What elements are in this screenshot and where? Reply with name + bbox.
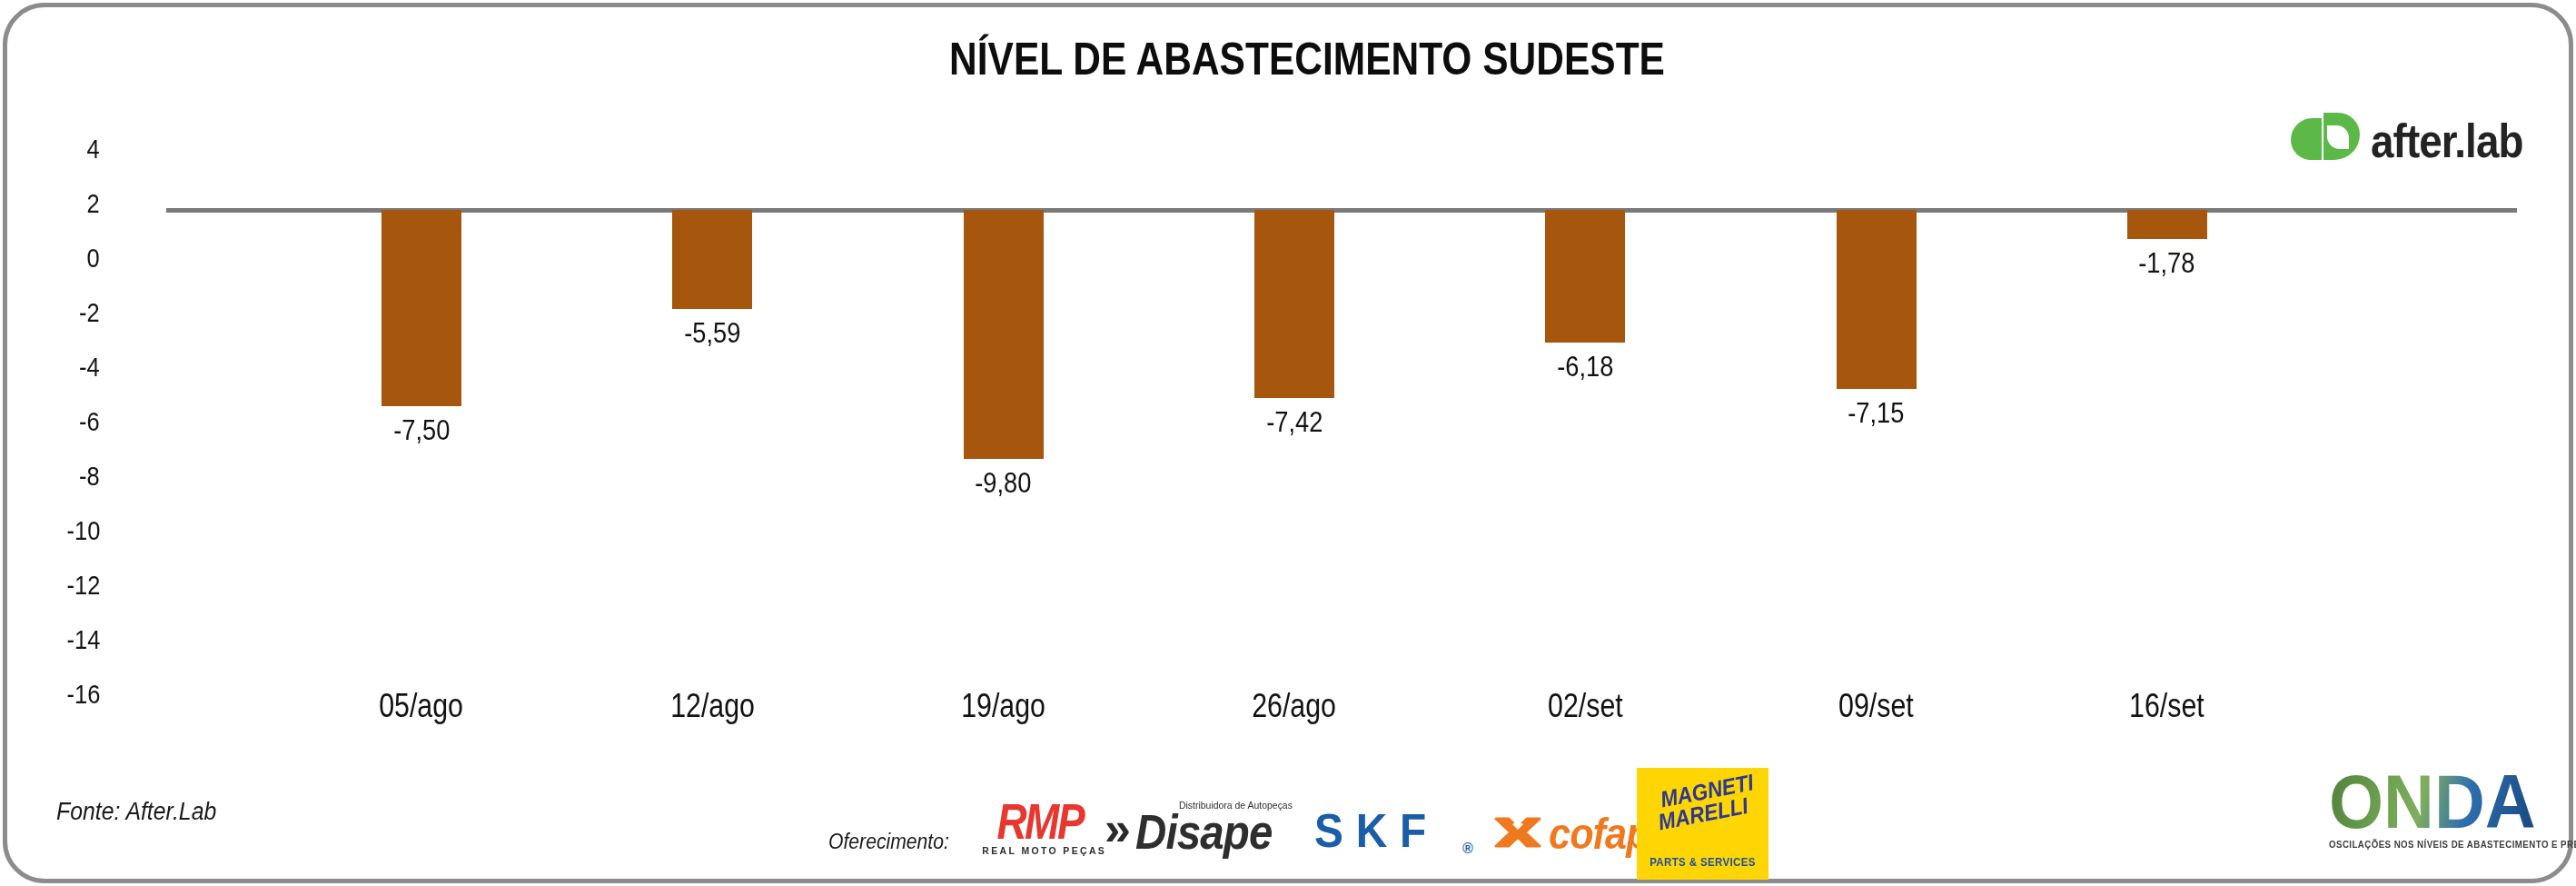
y-axis-tick-label: -16	[0, 678, 100, 711]
onda-logo: ONDA OSCILAÇÕES NOS NÍVEIS DE ABASTECIME…	[2329, 767, 2576, 850]
y-axis-tick-label: 2	[0, 187, 100, 220]
magneti-marelli-subtitle: PARTS & SERVICES	[1642, 856, 1763, 869]
bar-09/set	[1837, 210, 1917, 389]
bar-19/ago	[964, 210, 1044, 459]
x-axis-label: 05/ago	[344, 687, 499, 725]
magneti-marelli-wordmark: MAGNETI MARELLI	[1634, 769, 1771, 837]
sponsorship-label: Oferecimento:	[828, 830, 959, 854]
y-axis-tick-label: -12	[0, 569, 100, 602]
bar-value-label: -1,78	[2104, 247, 2231, 280]
bar-16/set	[2127, 210, 2207, 239]
bar-value-label: -6,18	[1521, 351, 1649, 383]
skf-logo: SKF	[1314, 809, 1450, 852]
chart-title: NÍVEL DE ABASTECIMENTO SUDESTE	[887, 33, 1729, 85]
chart-card: NÍVEL DE ABASTECIMENTO SUDESTE after.lab…	[0, 0, 2576, 886]
rmp-logo: RMP REAL MOTO PEÇAS	[979, 798, 1101, 856]
bar-value-label: -7,15	[1813, 397, 1940, 430]
y-axis-tick-label: -6	[0, 405, 100, 438]
afterlab-logo: after.lab	[2287, 111, 2543, 171]
magneti-marelli-logo: MAGNETI MARELLI PARTS & SERVICES	[1637, 768, 1769, 880]
bar-05/ago	[381, 210, 461, 406]
x-axis-label: 26/ago	[1217, 687, 1372, 725]
onda-tagline: OSCILAÇÕES NOS NÍVEIS DE ABASTECIMENTO E…	[2329, 840, 2576, 850]
x-axis-label: 12/ago	[635, 687, 789, 725]
y-axis-tick-label: -14	[0, 623, 100, 656]
x-axis-label: 02/set	[1508, 687, 1662, 725]
rmp-wordmark: RMP	[997, 798, 1084, 845]
y-axis-tick-label: -2	[0, 296, 100, 329]
bar-value-label: -7,50	[358, 414, 485, 447]
y-axis-tick-label: 0	[0, 242, 100, 274]
y-axis-tick-label: -4	[0, 351, 100, 383]
source-note: Fonte: After.Lab	[56, 798, 231, 826]
bar-value-label: -7,42	[1231, 406, 1358, 439]
skf-registered-mark: ®	[1462, 841, 1473, 857]
rmp-subtitle: REAL MOTO PEÇAS	[982, 845, 1097, 856]
bar-value-label: -5,59	[649, 317, 776, 350]
cofap-logo: cofap	[1494, 809, 1660, 859]
bar-12/ago	[672, 210, 752, 309]
y-axis-tick-label: 4	[0, 133, 100, 165]
bar-value-label: -9,80	[940, 467, 1067, 500]
cofap-wordmark: cofap	[1549, 809, 1650, 859]
y-axis-tick-label: -8	[0, 460, 100, 493]
onda-wordmark: ONDA	[2329, 767, 2536, 836]
bar-02/set	[1545, 210, 1625, 343]
y-axis-tick-label: -10	[0, 514, 100, 547]
x-axis-label: 09/set	[1799, 687, 1954, 725]
x-axis-label: 19/ago	[926, 687, 1081, 725]
disape-wordmark: Disape	[1135, 803, 1273, 860]
x-axis-label: 16/set	[2090, 687, 2244, 725]
disape-chevron-icon: »	[1105, 811, 1131, 847]
bar-26/ago	[1254, 210, 1334, 398]
afterlab-leaf-icon	[2287, 111, 2362, 171]
afterlab-wordmark: after.lab	[2371, 114, 2523, 168]
cofap-arrow-icon	[1494, 811, 1541, 857]
